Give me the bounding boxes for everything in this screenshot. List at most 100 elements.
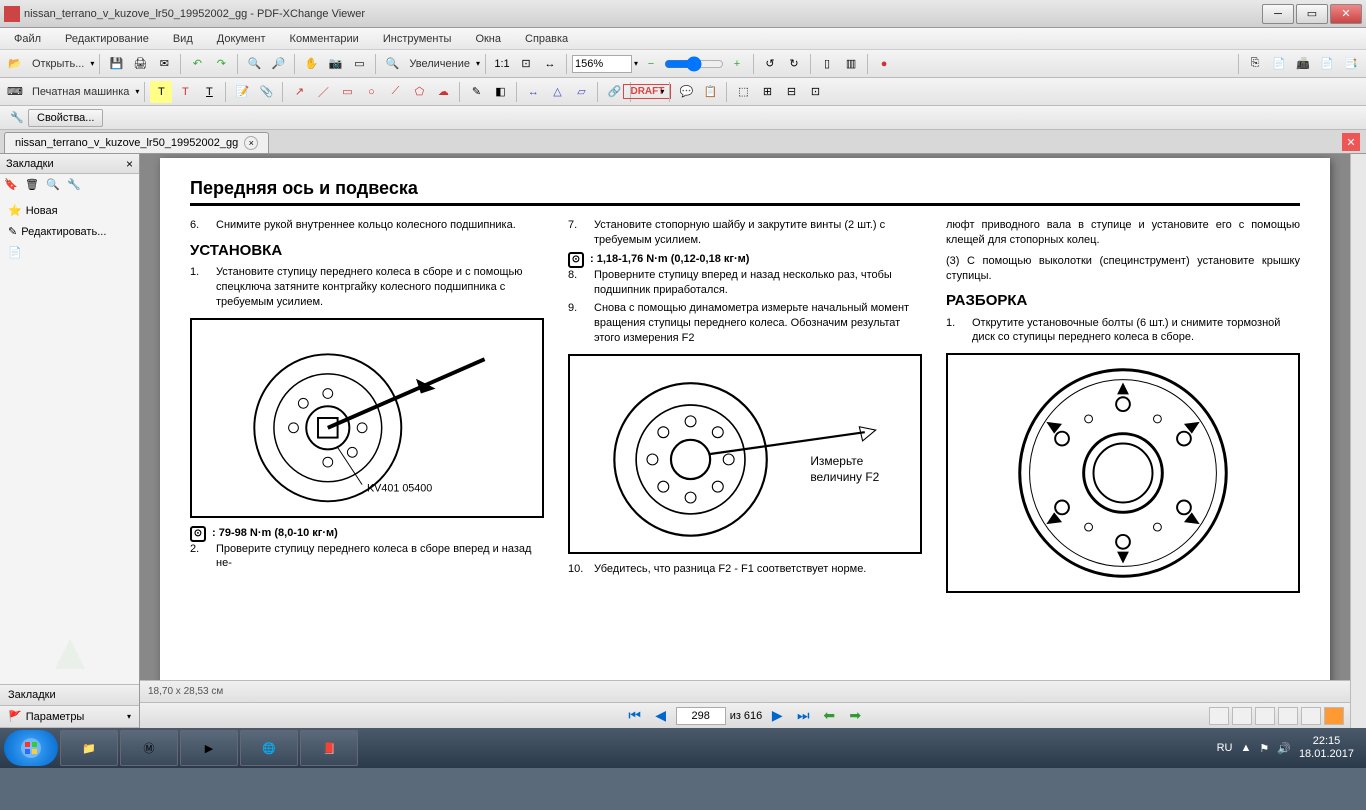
tool2-icon[interactable]: ⊞ <box>756 81 778 103</box>
zoom-in-icon[interactable]: + <box>726 53 748 75</box>
show-comments-icon[interactable]: 💬 <box>675 81 697 103</box>
open-icon[interactable]: 📂 <box>4 53 26 75</box>
polygon-icon[interactable]: ⬠ <box>408 81 430 103</box>
menu-tools[interactable]: Инструменты <box>377 31 458 47</box>
cloud-icon[interactable]: ☁ <box>432 81 454 103</box>
zoom-combo[interactable] <box>572 55 632 73</box>
layout-cont-icon[interactable]: ▥ <box>840 53 862 75</box>
layout-5-icon[interactable] <box>1301 707 1321 725</box>
underline-icon[interactable]: T <box>198 81 220 103</box>
sidebar-edit[interactable]: ✎ Редактировать... <box>0 221 139 242</box>
email-icon[interactable]: ✉ <box>153 53 175 75</box>
tool1-icon[interactable]: ⬚ <box>732 81 754 103</box>
task-explorer[interactable]: 📁 <box>60 730 118 766</box>
zoom-tool-icon[interactable]: 🔍 <box>381 53 403 75</box>
hint-icon[interactable]: ● <box>873 53 895 75</box>
titlebar[interactable]: nissan_terrano_v_kuzove_lr50_19952002_gg… <box>0 0 1366 28</box>
summarize-icon[interactable]: 📋 <box>699 81 721 103</box>
fit-page-icon[interactable]: ⊡ <box>515 53 537 75</box>
stamp-icon[interactable]: DRAFT <box>636 81 658 103</box>
search-icon[interactable]: 🔎 <box>267 53 289 75</box>
typewriter-label[interactable]: Печатная машинка <box>28 86 133 98</box>
tool4-icon[interactable]: ⊡ <box>804 81 826 103</box>
document-viewport[interactable]: Передняя ось и подвеска 6.Снимите рукой … <box>140 154 1350 680</box>
tray-flag-icon[interactable]: ▲ <box>1240 742 1251 754</box>
line-icon[interactable]: ／ <box>312 81 334 103</box>
minimize-button[interactable]: ─ <box>1262 4 1294 24</box>
nav-fwd-icon[interactable]: ➡ <box>844 706 866 726</box>
hand-icon[interactable]: ✋ <box>300 53 322 75</box>
polyline-icon[interactable]: ⟋ <box>384 81 406 103</box>
sidebar-close-icon[interactable]: × <box>126 157 133 171</box>
layout-2-icon[interactable] <box>1232 707 1252 725</box>
new-doc-icon[interactable]: 📄 <box>1316 53 1338 75</box>
redo-icon[interactable]: ↷ <box>210 53 232 75</box>
typewriter-icon[interactable]: ⌨ <box>4 81 26 103</box>
merge-icon[interactable]: 📑 <box>1340 53 1362 75</box>
actual-size-icon[interactable]: 1:1 <box>491 53 513 75</box>
arrow-icon[interactable]: ↗ <box>288 81 310 103</box>
layout-highlight-icon[interactable] <box>1324 707 1344 725</box>
start-button[interactable] <box>4 730 58 766</box>
bookmark-opts-icon[interactable]: 🔧 <box>67 178 85 196</box>
sidebar-tab-params[interactable]: 🚩 Параметры ▾ <box>0 706 139 728</box>
menu-view[interactable]: Вид <box>167 31 199 47</box>
bookmark-search-icon[interactable]: 🔍 <box>46 178 64 196</box>
note-icon[interactable]: 📝 <box>231 81 253 103</box>
task-media[interactable]: ▶ <box>180 730 238 766</box>
pencil-icon[interactable]: ✎ <box>465 81 487 103</box>
area-icon[interactable]: ▱ <box>570 81 592 103</box>
page-input[interactable] <box>676 707 726 725</box>
sidebar-tab-bookmarks[interactable]: Закладки <box>0 685 139 706</box>
attach-icon[interactable]: 📎 <box>255 81 277 103</box>
open-label[interactable]: Открыть... <box>28 58 88 70</box>
tab-close-icon[interactable]: × <box>244 136 258 150</box>
nav-last-icon[interactable]: ⏭ <box>792 706 814 726</box>
doc-tab[interactable]: nissan_terrano_v_kuzove_lr50_19952002_gg… <box>4 132 269 153</box>
menu-edit[interactable]: Редактирование <box>59 31 155 47</box>
menu-windows[interactable]: Окна <box>469 31 507 47</box>
task-pdf[interactable]: 📕 <box>300 730 358 766</box>
maximize-button[interactable]: ▭ <box>1296 4 1328 24</box>
props-icon[interactable]: 🔧 <box>6 107 28 129</box>
ocr-icon[interactable]: 📄 <box>1268 53 1290 75</box>
layout-single-icon[interactable]: ▯ <box>816 53 838 75</box>
strikeout-icon[interactable]: T <box>174 81 196 103</box>
export-icon[interactable]: ⎘ <box>1244 53 1266 75</box>
rect-icon[interactable]: ▭ <box>336 81 358 103</box>
close-button[interactable]: ✕ <box>1330 4 1362 24</box>
nav-prev-icon[interactable]: ◀ <box>650 706 672 726</box>
nav-back-icon[interactable]: ⬅ <box>818 706 840 726</box>
link-icon[interactable]: 🔗 <box>603 81 625 103</box>
tray-clock[interactable]: 22:15 18.01.2017 <box>1299 735 1354 761</box>
layout-1-icon[interactable] <box>1209 707 1229 725</box>
print-icon[interactable]: 🖨 <box>129 53 151 75</box>
properties-button[interactable]: Свойства... <box>28 109 103 127</box>
nav-next-icon[interactable]: ▶ <box>766 706 788 726</box>
rotate-cw-icon[interactable]: ↻ <box>783 53 805 75</box>
find-icon[interactable]: 🔍 <box>243 53 265 75</box>
perimeter-icon[interactable]: △ <box>546 81 568 103</box>
nav-first-icon[interactable]: ⏮ <box>624 706 646 726</box>
eraser-icon[interactable]: ◧ <box>489 81 511 103</box>
highlight-icon[interactable]: T <box>150 81 172 103</box>
undo-icon[interactable]: ↶ <box>186 53 208 75</box>
tool3-icon[interactable]: ⊟ <box>780 81 802 103</box>
task-app1[interactable]: Ⓜ <box>120 730 178 766</box>
scan-icon[interactable]: 📠 <box>1292 53 1314 75</box>
zoom-out-icon[interactable]: − <box>640 53 662 75</box>
sidebar-blank[interactable]: 📄 <box>0 242 139 263</box>
bookmark-del-icon[interactable]: 🗑 <box>25 178 43 196</box>
fit-width-icon[interactable]: ↔ <box>539 53 561 75</box>
distance-icon[interactable]: ↔ <box>522 81 544 103</box>
tray-lang[interactable]: RU <box>1217 742 1233 754</box>
snapshot-icon[interactable]: 📷 <box>324 53 346 75</box>
menu-help[interactable]: Справка <box>519 31 574 47</box>
layout-4-icon[interactable] <box>1278 707 1298 725</box>
menu-file[interactable]: Файл <box>8 31 47 47</box>
vertical-scrollbar[interactable] <box>1350 154 1366 728</box>
rotate-ccw-icon[interactable]: ↺ <box>759 53 781 75</box>
menu-document[interactable]: Документ <box>211 31 272 47</box>
tray-volume-icon[interactable]: 🔊 <box>1277 742 1291 755</box>
sidebar-new[interactable]: ⭐ Новая <box>0 200 139 221</box>
